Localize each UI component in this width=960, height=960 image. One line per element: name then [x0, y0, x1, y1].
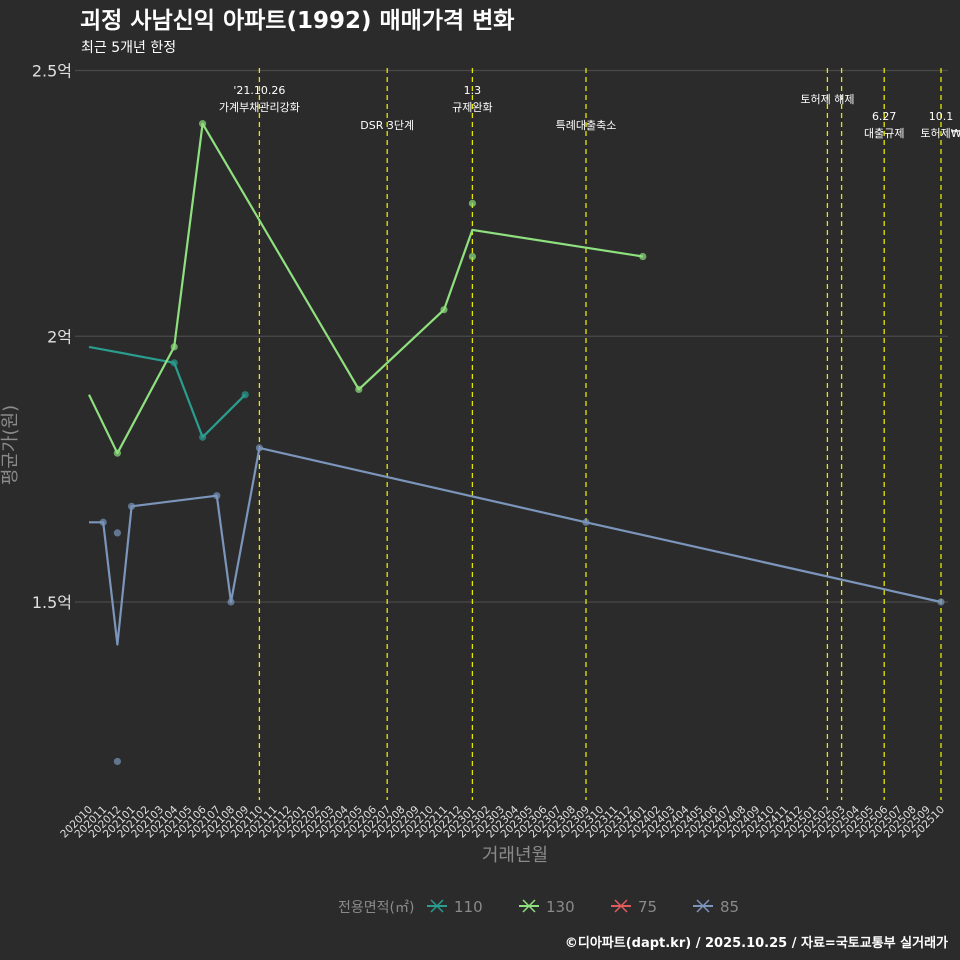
- legend-title: 전용면적(㎡): [338, 900, 414, 916]
- policy-label: 토허제 해제: [800, 92, 854, 106]
- y-tick-label: 1.5억: [32, 593, 72, 612]
- data-point-85: [213, 492, 221, 500]
- chart-title: 괴정 사남신익 아파트(1992) 매매가격 변화: [80, 8, 514, 34]
- data-point-130: [639, 252, 647, 261]
- data-point-110: [241, 391, 249, 399]
- data-point-85: [582, 518, 590, 526]
- y-axis-label: 평균가(원): [0, 405, 21, 485]
- policy-label: 10.1: [929, 110, 954, 123]
- legend: 110 130 75 85: [427, 898, 739, 916]
- legend-key-cross: [522, 899, 536, 913]
- legend-key-cross: [430, 899, 444, 913]
- policy-label: 가계부채관리강화: [219, 101, 300, 114]
- legend-item-110: 110: [427, 898, 483, 916]
- y-tick-label: 2억: [47, 327, 72, 346]
- data-point-130: [468, 199, 476, 207]
- legend-label: 75: [638, 898, 657, 916]
- data-point-130: [440, 306, 448, 314]
- data-point-110: [170, 359, 178, 367]
- x-axis-label: 거래년월: [482, 845, 548, 866]
- data-point-85: [113, 529, 121, 537]
- policy-label: 규제완화: [452, 101, 492, 114]
- legend-item-85: 85: [693, 898, 739, 916]
- data-point-85: [99, 518, 107, 526]
- data-point-130: [355, 385, 363, 393]
- data-point-130: [170, 343, 178, 351]
- legend-key-cross: [614, 899, 628, 913]
- grid-layer: [75, 69, 948, 603]
- policy-label: 특례대출축소: [556, 119, 617, 132]
- legend-key-cross: [696, 899, 710, 913]
- legend-item-75: 75: [611, 898, 657, 916]
- legend-label: 130: [546, 898, 575, 916]
- data-point-130: [113, 449, 121, 457]
- policy-label: 1.3: [464, 84, 482, 97]
- policy-label: 대출규제: [864, 127, 904, 140]
- legend-label: 110: [454, 898, 483, 916]
- data-point-85: [255, 444, 263, 452]
- policy-label: 6.27: [872, 110, 897, 123]
- data-point-85: [113, 757, 121, 766]
- y-tick-label: 2.5억: [32, 62, 72, 81]
- data-point-130: [199, 120, 207, 128]
- data-point-85: [227, 598, 235, 606]
- policy-label: DSR 3단계: [360, 119, 414, 132]
- series-line-110: [88, 345, 246, 439]
- data-point-85: [937, 598, 945, 606]
- policy-label: 토허제₩: [920, 127, 960, 140]
- legend-item-130: 130: [519, 898, 575, 916]
- chart-subtitle: 최근 5개년 한정: [81, 40, 176, 56]
- data-point-110: [199, 433, 207, 441]
- series-layer: [88, 120, 945, 766]
- caption: ©디아파트(dapt.kr) / 2025.10.25 / 자료=국토교통부 실…: [565, 935, 948, 951]
- series-line-130: [88, 122, 643, 455]
- policy-label: '21.10.26: [233, 84, 285, 97]
- data-point-130: [468, 252, 476, 261]
- legend-label: 85: [720, 898, 739, 916]
- data-point-85: [128, 502, 136, 510]
